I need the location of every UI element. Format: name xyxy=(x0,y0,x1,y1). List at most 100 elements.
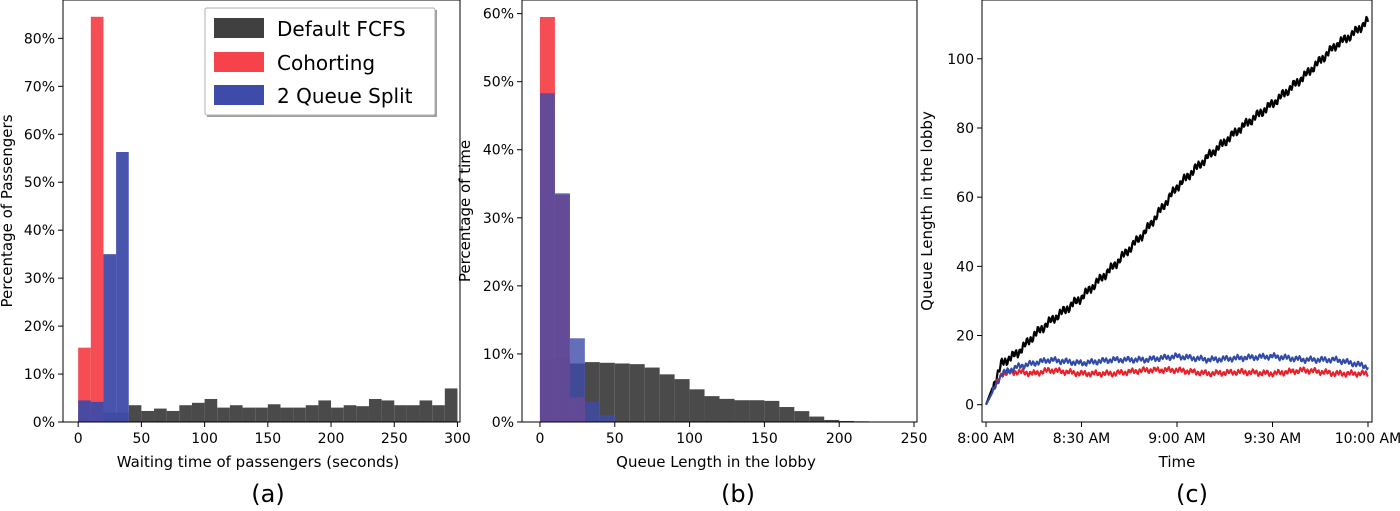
bar-default-fcfs xyxy=(644,367,660,422)
bar-default-fcfs xyxy=(734,400,750,422)
chart-b-panel-label: (b) xyxy=(721,480,755,508)
legend: Default FCFS Cohorting 2 Queue Split xyxy=(204,7,437,117)
legend-swatch-split xyxy=(214,85,264,105)
bar-default-fcfs xyxy=(419,400,433,422)
y-tick-label: 40% xyxy=(24,223,55,239)
bar-default-fcfs xyxy=(343,405,357,422)
x-tick-label: 8:00 AM xyxy=(957,431,1015,447)
y-tick-label: 20% xyxy=(24,319,55,335)
x-tick-label: 150 xyxy=(254,431,281,447)
x-tick-label: 250 xyxy=(381,431,408,447)
bar-2-queue-split xyxy=(584,401,600,422)
x-tick-label: 50 xyxy=(606,431,624,447)
bar-2-queue-split xyxy=(539,93,555,423)
y-tick-label: 0 xyxy=(965,398,974,414)
bar-2-queue-split xyxy=(116,152,129,422)
line-default-fcfs xyxy=(984,15,1370,406)
bar-default-fcfs xyxy=(166,410,180,422)
bar-default-fcfs xyxy=(191,402,205,422)
bar-default-fcfs xyxy=(824,419,840,422)
bar-2-queue-split xyxy=(78,400,91,422)
bar-cohorting xyxy=(90,16,104,423)
bar-default-fcfs xyxy=(406,405,420,422)
bar-default-fcfs xyxy=(764,400,780,422)
chart-b-x-axis-label: Queue Length in the lobby xyxy=(616,453,816,471)
chart-b-bars xyxy=(539,17,915,423)
x-tick-label: 300 xyxy=(444,431,471,447)
chart-a-frame xyxy=(62,0,461,423)
chart-b-frame xyxy=(521,0,918,423)
y-tick-label: 60% xyxy=(24,127,55,143)
y-tick-label: 30% xyxy=(24,271,55,287)
chart-a-y-axis: 0% 10% 20% 30% 40% 50% 60% 70% 80% xyxy=(24,31,63,431)
bar-default-fcfs xyxy=(749,400,765,422)
x-tick-label: 250 xyxy=(901,431,928,447)
bar-default-fcfs xyxy=(305,405,319,422)
line-2-queue-split xyxy=(985,352,1369,406)
chart-c-y-axis: 0 20 40 60 80 100 xyxy=(947,52,982,414)
y-tick-label: 0% xyxy=(492,415,514,431)
bar-default-fcfs xyxy=(704,396,720,422)
chart-b-x-axis: 0 50 100 150 200 250 xyxy=(535,422,927,447)
chart-c-panel-label: (c) xyxy=(1176,480,1208,508)
chart-a-x-axis-label: Waiting time of passengers (seconds) xyxy=(117,453,400,471)
bar-default-fcfs xyxy=(659,374,675,422)
bar-default-fcfs xyxy=(432,405,445,422)
chart-c: 8:00 AM 8:30 AM 9:00 AM 9:30 AM 10:00 AM 0 20… xyxy=(918,0,1400,508)
bar-default-fcfs xyxy=(229,405,243,422)
y-tick-label: 80 xyxy=(956,121,974,137)
y-tick-label: 20% xyxy=(483,279,514,295)
bar-2-queue-split xyxy=(90,401,104,422)
x-tick-label: 8:30 AM xyxy=(1053,431,1111,447)
bar-default-fcfs xyxy=(444,388,458,422)
y-tick-label: 10% xyxy=(24,367,55,383)
y-tick-label: 70% xyxy=(24,79,55,95)
bar-default-fcfs xyxy=(674,379,690,422)
legend-label-split: 2 Queue Split xyxy=(277,84,413,108)
x-tick-label: 0 xyxy=(74,431,83,447)
x-tick-label: 200 xyxy=(826,431,853,447)
bar-default-fcfs xyxy=(154,408,167,422)
bar-default-fcfs xyxy=(255,407,268,422)
bar-default-fcfs xyxy=(394,405,407,422)
x-tick-label: 50 xyxy=(132,431,150,447)
y-tick-label: 100 xyxy=(947,52,974,68)
bar-default-fcfs xyxy=(128,405,142,422)
chart-b-y-axis-label: Percentage of time xyxy=(456,140,474,282)
bar-default-fcfs xyxy=(293,407,306,422)
y-tick-label: 80% xyxy=(24,31,55,47)
bar-default-fcfs xyxy=(794,411,810,422)
chart-c-y-axis-label: Queue Length in the lobby xyxy=(918,111,936,311)
legend-label-cohorting: Cohorting xyxy=(277,51,375,75)
bar-default-fcfs xyxy=(204,398,218,422)
bar-default-fcfs xyxy=(141,410,155,422)
chart-b-y-axis: 0% 10% 20% 30% 40% 50% 60% xyxy=(483,7,522,431)
bar-default-fcfs xyxy=(599,362,615,422)
chart-a-x-axis: 0 50 100 150 200 250 300 xyxy=(74,422,471,447)
bar-default-fcfs xyxy=(217,407,230,422)
y-tick-label: 50% xyxy=(24,175,55,191)
x-tick-label: 100 xyxy=(676,431,703,447)
bar-default-fcfs xyxy=(809,416,825,422)
bar-2-queue-split xyxy=(103,254,117,422)
chart-a-panel-label: (a) xyxy=(251,480,284,508)
y-tick-label: 50% xyxy=(483,75,514,91)
chart-a: 0 50 100 150 200 250 300 0% 10% 20% 30% 40% 50% 60% 7… xyxy=(0,0,471,508)
x-tick-label: 100 xyxy=(191,431,218,447)
bar-default-fcfs xyxy=(179,405,192,422)
legend-swatch-fcfs xyxy=(214,18,264,38)
bar-default-fcfs xyxy=(356,406,369,422)
line-cohorting xyxy=(985,366,1369,406)
bar-default-fcfs xyxy=(267,404,281,422)
x-tick-label: 150 xyxy=(751,431,778,447)
y-tick-label: 30% xyxy=(483,211,514,227)
bar-default-fcfs xyxy=(368,398,382,422)
bar-default-fcfs xyxy=(719,398,735,422)
y-tick-label: 60% xyxy=(483,7,514,23)
y-tick-label: 10% xyxy=(483,347,514,363)
bar-default-fcfs xyxy=(381,400,395,422)
legend-swatch-cohorting xyxy=(214,52,264,72)
legend-label-fcfs: Default FCFS xyxy=(277,17,406,41)
y-tick-label: 0% xyxy=(33,415,55,431)
